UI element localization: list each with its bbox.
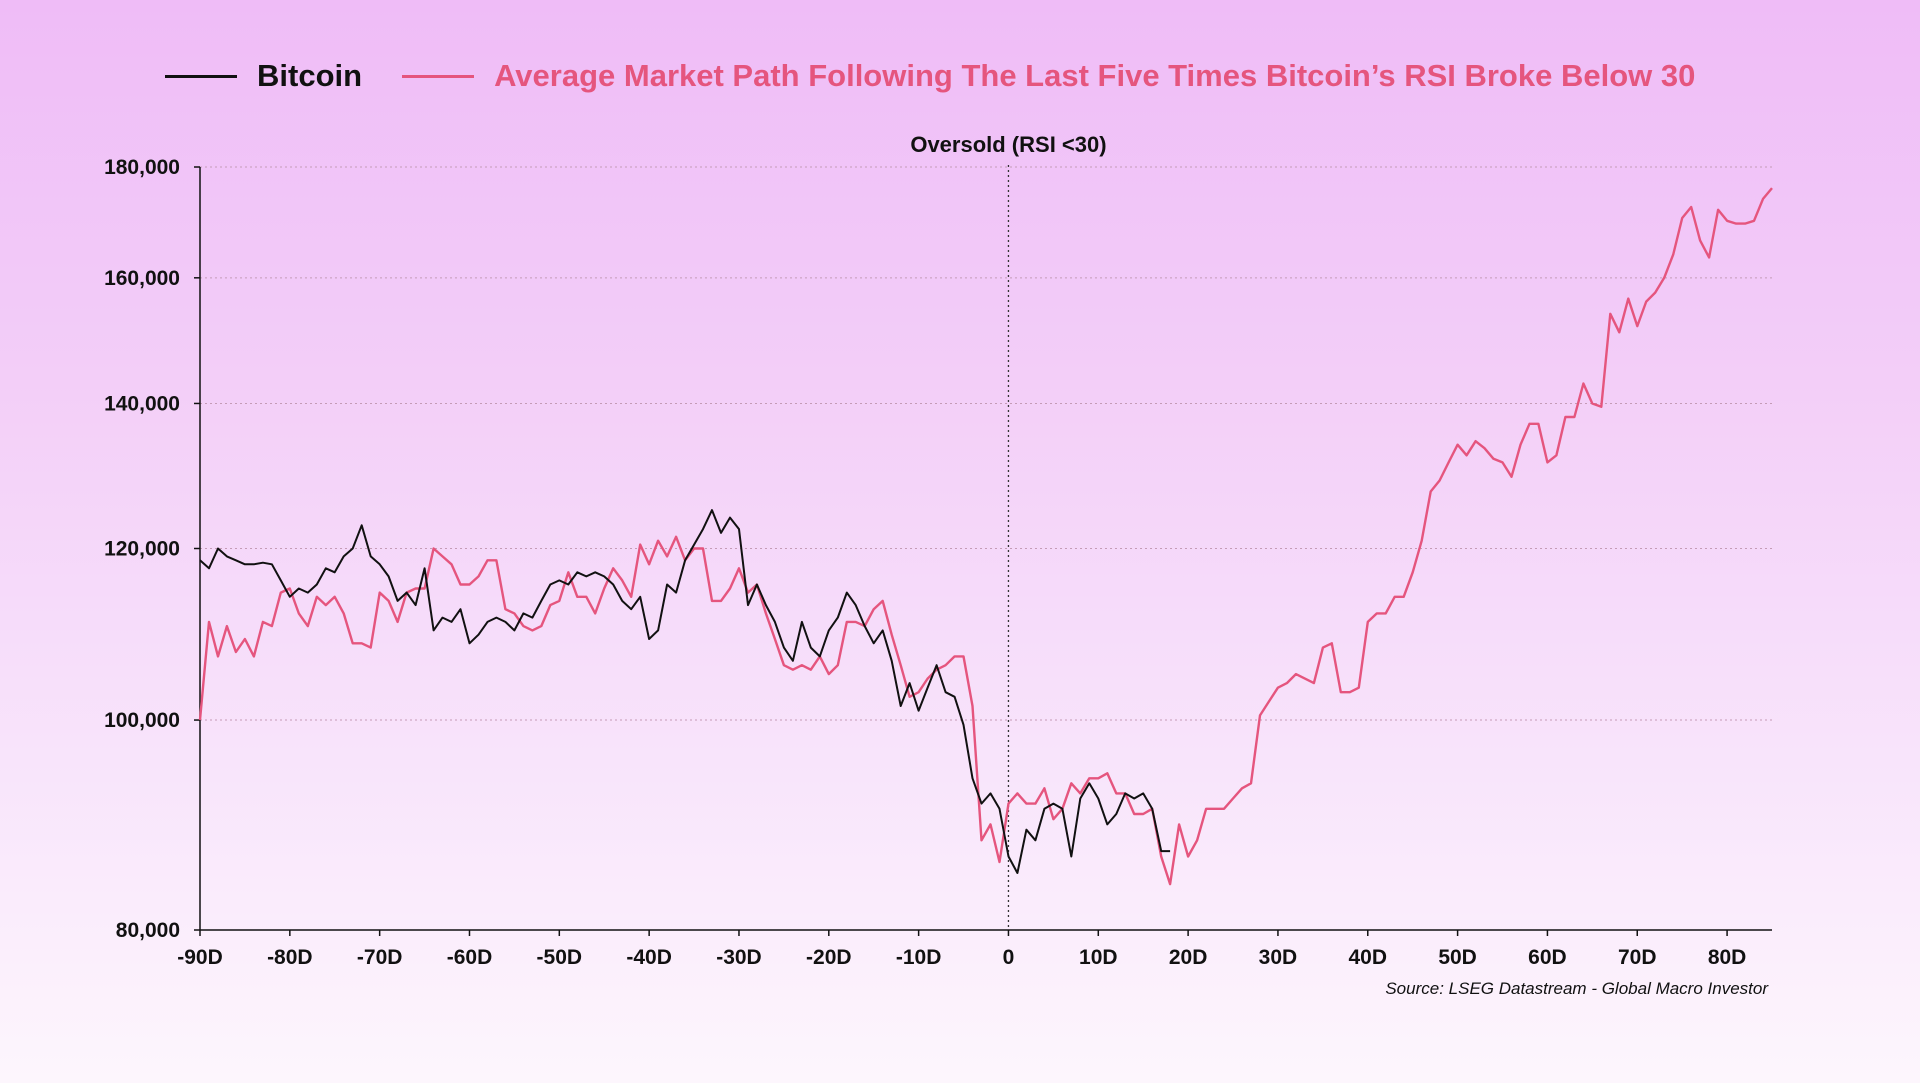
legend-item-average-path: Average Market Path Following The Last F…: [402, 58, 1695, 94]
legend-swatch-average-path: [402, 74, 475, 78]
y-tick-label: 80,000: [116, 919, 180, 942]
legend-label-bitcoin: Bitcoin: [257, 58, 363, 93]
x-tick-label: -60D: [447, 946, 493, 969]
legend: Bitcoin Average Market Path Following Th…: [165, 56, 1735, 96]
source-note: Source: LSEG Datastream - Global Macro I…: [1385, 979, 1768, 998]
x-tick-label: -80D: [267, 946, 313, 969]
x-tick-label: 40D: [1349, 946, 1388, 969]
x-tick-label: 20D: [1169, 946, 1208, 969]
x-tick-label: -50D: [537, 946, 583, 969]
y-tick-label: 100,000: [104, 709, 180, 732]
y-tick-label: 180,000: [104, 156, 180, 179]
x-tick-label: 80D: [1708, 946, 1747, 969]
x-tick-label: 70D: [1618, 946, 1657, 969]
y-tick-label: 140,000: [104, 392, 180, 415]
y-tick-label: 160,000: [104, 267, 180, 290]
x-tick-label: -20D: [806, 946, 852, 969]
x-tick-label: 0: [1003, 946, 1015, 969]
legend-label-average-path: Average Market Path Following The Last F…: [494, 58, 1696, 93]
x-tick-label: -90D: [177, 946, 223, 969]
legend-swatch-bitcoin: [165, 74, 237, 78]
x-tick-label: 30D: [1259, 946, 1298, 969]
x-tick-label: -10D: [896, 946, 942, 969]
series-line-bitcoin: [199, 509, 1171, 874]
y-tick-label: 120,000: [104, 538, 180, 561]
x-tick-label: -70D: [357, 946, 403, 969]
legend-item-bitcoin: Bitcoin: [165, 58, 362, 94]
x-tick-label: -40D: [626, 946, 672, 969]
x-tick-label: 60D: [1528, 946, 1567, 969]
x-tick-label: 50D: [1438, 946, 1477, 969]
oversold-annotation-label: Oversold (RSI <30): [910, 132, 1106, 157]
x-tick-label: -30D: [716, 946, 762, 969]
x-tick-label: 10D: [1079, 946, 1118, 969]
series-line-average-path: [198, 187, 1773, 886]
